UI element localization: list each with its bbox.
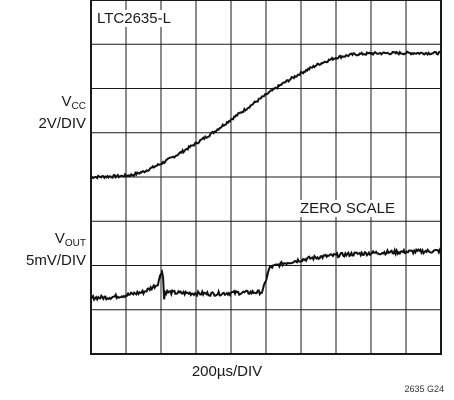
zero-scale-annotation: ZERO SCALE xyxy=(298,200,398,217)
vout-scale: 5mV/DIV xyxy=(25,252,86,269)
vcc-symbol: V xyxy=(61,93,72,110)
part-number-label: LTC2635-L xyxy=(95,10,173,27)
vcc-trace xyxy=(90,50,442,180)
vcc-scale: 2V/DIV xyxy=(38,115,86,132)
vout-trace xyxy=(90,246,442,302)
vcc-axis-label: VCC 2V/DIV xyxy=(38,93,86,132)
vcc-subscript: CC xyxy=(71,101,86,112)
figure-id: 2635 G24 xyxy=(404,384,444,394)
x-axis-scale-label: 200µs/DIV xyxy=(191,363,263,380)
vout-subscript: OUT xyxy=(64,238,86,249)
vout-axis-label: VOUT 5mV/DIV xyxy=(26,230,86,269)
vout-symbol: V xyxy=(54,230,65,247)
